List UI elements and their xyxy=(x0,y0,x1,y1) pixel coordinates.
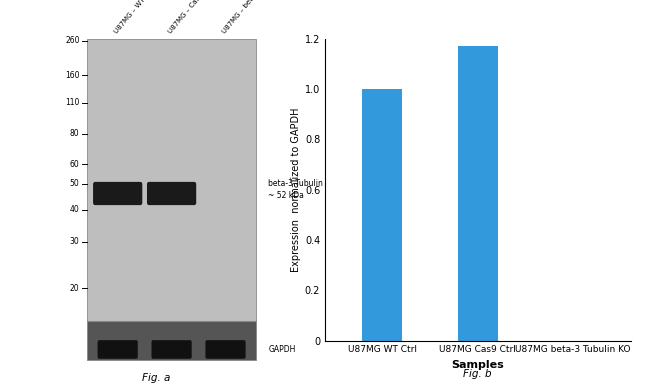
Text: 110: 110 xyxy=(65,98,79,107)
Text: 30: 30 xyxy=(70,237,79,247)
Y-axis label: Expression  normalized to GAPDH: Expression normalized to GAPDH xyxy=(291,107,300,272)
Text: U87MG – WT – Ctrl: U87MG – WT – Ctrl xyxy=(113,0,159,35)
Text: 40: 40 xyxy=(70,205,79,214)
FancyBboxPatch shape xyxy=(93,182,142,205)
FancyBboxPatch shape xyxy=(98,340,138,359)
Polygon shape xyxy=(87,39,256,321)
Text: GAPDH: GAPDH xyxy=(268,345,296,354)
FancyBboxPatch shape xyxy=(147,182,196,205)
Text: 20: 20 xyxy=(70,284,79,293)
Text: U87MG – beta-3 Tubulin – KO: U87MG – beta-3 Tubulin – KO xyxy=(221,0,291,35)
Text: 80: 80 xyxy=(70,129,79,138)
FancyBboxPatch shape xyxy=(205,340,246,359)
X-axis label: Samples: Samples xyxy=(451,360,504,370)
Polygon shape xyxy=(87,321,256,360)
Text: Fig. b: Fig. b xyxy=(463,369,492,379)
Text: Fig. a: Fig. a xyxy=(142,373,170,383)
Bar xyxy=(362,89,402,341)
Text: U87MG – Cas9 – Ctrl: U87MG – Cas9 – Ctrl xyxy=(167,0,217,35)
Text: 60: 60 xyxy=(70,160,79,169)
Text: 50: 50 xyxy=(70,179,79,188)
Text: 160: 160 xyxy=(65,71,79,80)
Bar xyxy=(458,46,498,341)
Text: beta-3 Tubulin
~ 52 kDa: beta-3 Tubulin ~ 52 kDa xyxy=(268,179,323,200)
FancyBboxPatch shape xyxy=(151,340,192,359)
Text: 260: 260 xyxy=(65,36,79,45)
